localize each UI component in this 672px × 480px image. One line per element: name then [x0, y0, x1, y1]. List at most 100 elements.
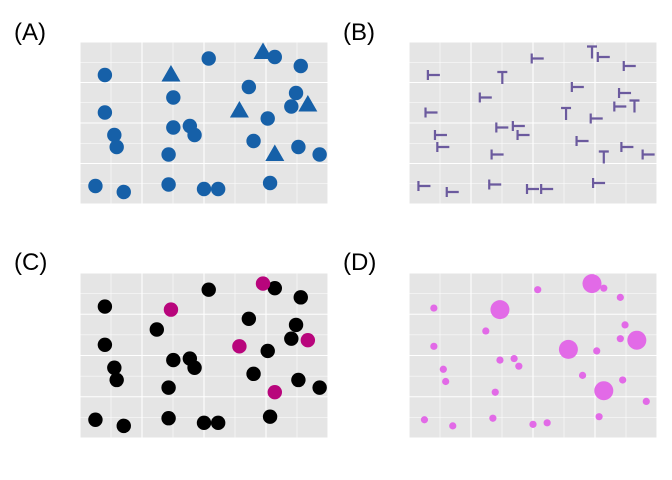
data-point-tack-glyph [478, 92, 492, 103]
data-point-tack-glyph [525, 184, 539, 194]
data-point-tack-glyph [424, 107, 438, 118]
data-point-circle [196, 181, 212, 197]
data-point-tack-glyph [596, 52, 610, 62]
data-point-circle [267, 49, 282, 65]
data-point-small [491, 388, 499, 396]
panel-d-points [420, 274, 650, 430]
data-point-tack-glyph [495, 122, 509, 133]
data-point [293, 290, 308, 305]
data-point-t-glyph [561, 106, 572, 120]
data-point [97, 337, 113, 352]
data-point-small [642, 397, 650, 405]
data-point-small [489, 414, 497, 422]
data-point [291, 372, 306, 388]
data-point-tack-glyph [613, 101, 627, 112]
data-point-circle [260, 111, 275, 126]
data-point-tack-glyph [516, 130, 530, 140]
data-point-triangle [229, 101, 249, 118]
data-point-tack-glyph [530, 53, 544, 64]
data-point-triangle [265, 144, 285, 161]
data-point-tack-glyph [511, 121, 525, 131]
data-point-small [482, 327, 490, 335]
data-point-highlighted [163, 302, 179, 317]
data-point-tack-glyph [641, 149, 655, 160]
panel-d-tag: (D) [343, 249, 376, 276]
panel-b-points [417, 45, 655, 197]
data-point [267, 280, 282, 296]
data-point-tack-glyph [575, 136, 589, 146]
data-point-tack-glyph [436, 142, 450, 152]
data-point-large [558, 339, 578, 359]
panel-a: (A) [14, 19, 329, 205]
data-point-triangle [253, 42, 273, 59]
data-point [161, 380, 176, 395]
data-point-small [430, 304, 438, 312]
panel-c: (C) [14, 249, 329, 439]
data-point-small [534, 286, 542, 294]
data-point [187, 360, 202, 375]
data-point-large [594, 381, 614, 401]
data-point-tack-glyph [622, 61, 636, 71]
data-point-circle [97, 105, 113, 120]
data-point-small [430, 342, 438, 350]
data-point-small [600, 284, 608, 292]
data-point-highlighted [267, 385, 282, 400]
data-point-circle [284, 99, 299, 114]
data-point-small [578, 371, 587, 379]
data-point-small [515, 362, 523, 370]
data-point-circle [88, 178, 103, 194]
panel-a-tag: (A) [14, 19, 46, 46]
data-point-tack-glyph [591, 178, 606, 188]
data-point-tack-glyph [620, 142, 634, 152]
data-point-highlighted [300, 333, 316, 348]
data-point-triangle [161, 65, 181, 82]
data-point-large [582, 274, 602, 294]
data-point [241, 311, 257, 326]
data-point [116, 418, 131, 434]
data-point-tack-glyph [589, 113, 603, 124]
data-point-small [616, 335, 624, 343]
panel-c-tag: (C) [14, 249, 47, 276]
data-point-small [496, 356, 504, 364]
data-point [201, 282, 216, 297]
data-point-circle [293, 58, 308, 74]
data-point-small [449, 422, 457, 430]
data-point [88, 412, 103, 427]
data-point-circle [166, 120, 181, 135]
data-point-tack-glyph [540, 184, 554, 194]
data-point [246, 366, 261, 382]
data-point-circle [116, 184, 131, 200]
data-point-circle [291, 139, 306, 155]
data-point [107, 360, 122, 375]
data-point-tack-glyph [490, 149, 504, 160]
data-point [166, 352, 181, 368]
data-point [262, 409, 278, 424]
data-point-circle [312, 147, 327, 162]
data-point-small [529, 420, 537, 428]
data-point-circle [210, 181, 226, 197]
data-point-small [619, 376, 627, 384]
data-point-highlighted [255, 276, 271, 291]
data-point-small [439, 365, 447, 373]
panel-d: (D) [343, 249, 658, 439]
data-point [196, 415, 212, 431]
data-point-circle [109, 139, 124, 155]
data-point-tack-glyph [617, 88, 632, 98]
data-point-circle [241, 79, 257, 95]
data-point [210, 415, 226, 431]
data-point [161, 411, 176, 426]
data-point-circle [288, 85, 304, 101]
data-point-circle [161, 177, 176, 192]
panel-b-tag: (B) [343, 19, 375, 46]
panel-b-gridlines [408, 41, 658, 205]
data-point-small [616, 293, 624, 301]
data-point-large [627, 330, 647, 350]
data-point-t-glyph [629, 99, 640, 113]
data-point-tack-glyph [417, 181, 431, 191]
data-point [109, 372, 124, 388]
panel-c-points [88, 276, 327, 434]
data-point-circle [166, 90, 181, 105]
data-point-tack-glyph [426, 70, 440, 80]
data-point-large [490, 300, 510, 320]
